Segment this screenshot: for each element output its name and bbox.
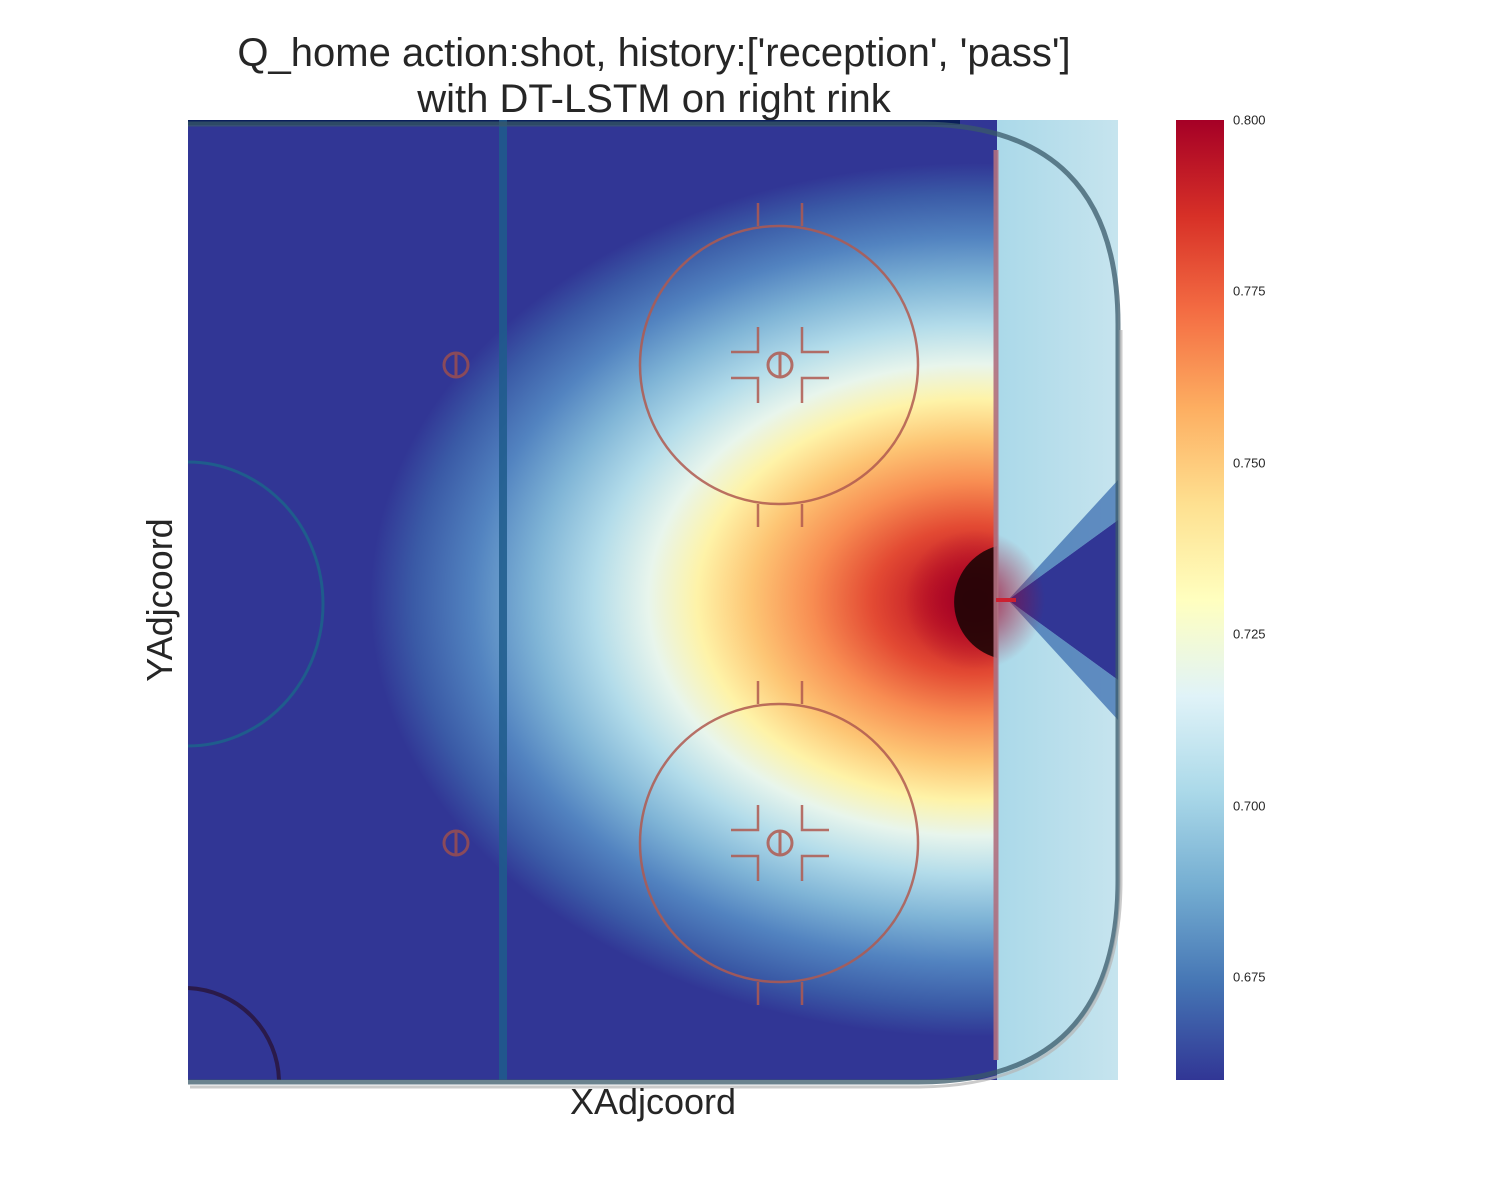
faceoff-circle-bottom — [638, 681, 920, 1005]
colorbar-tick-label: 0.700 — [1233, 798, 1266, 814]
faceoff-circle-top — [638, 203, 920, 527]
chart-title-line-1: Q_home action:shot, history:['reception'… — [237, 31, 1071, 75]
colorbar-tick-label: 0.725 — [1233, 626, 1266, 642]
colorbar — [1176, 120, 1224, 1080]
neutral-faceoff-dot-top — [442, 351, 470, 379]
colorbar-tick-label: 0.800 — [1233, 112, 1266, 128]
colorbar-tick-label: 0.775 — [1233, 283, 1266, 299]
heatmap-field — [188, 120, 1118, 1080]
y-axis-label: YAdjcoord — [139, 518, 180, 682]
boards-shadow — [190, 330, 1123, 1089]
colorbar-tick-label: 0.675 — [1233, 969, 1266, 985]
goal-crease-peak — [954, 546, 997, 658]
rink-boards — [188, 121, 1121, 1085]
x-axis-label: XAdjcoord — [569, 1081, 737, 1122]
chart-title-line-2: with DT-LSTM on right rink — [417, 77, 891, 121]
behind-goal-low-wedge — [1008, 520, 1118, 680]
center-circle-arc — [188, 460, 325, 748]
neutral-faceoff-dot-bottom — [442, 829, 470, 857]
colorbar-tick-label: 0.750 — [1233, 455, 1266, 471]
corner-circle-arc — [188, 986, 281, 1080]
